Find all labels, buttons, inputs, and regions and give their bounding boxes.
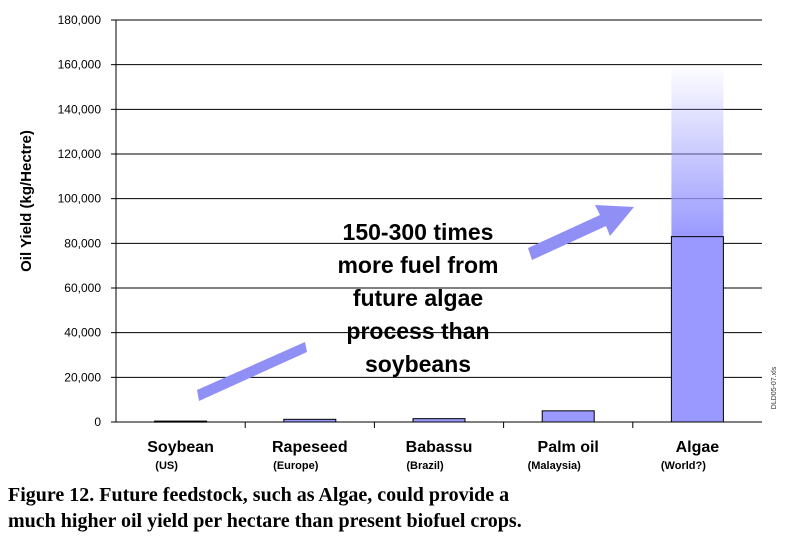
figure-caption: Figure 12. Future feedstock, such as Alg… bbox=[8, 482, 788, 534]
category-label: Babassu bbox=[406, 439, 473, 456]
caption-line-2: much higher oil yield per hectare than p… bbox=[8, 510, 522, 532]
y-tick-label: 0 bbox=[94, 415, 101, 429]
caption-line-1: Figure 12. Future feedstock, such as Alg… bbox=[8, 484, 510, 506]
bar-babassu bbox=[412, 418, 466, 423]
arrows bbox=[197, 205, 634, 401]
annotation-line: 150-300 times bbox=[343, 219, 494, 245]
y-tick-label: 120,000 bbox=[58, 147, 102, 161]
bar-chart: 0 20,000 40,000 60,000 80,000 100,000 120,000 1… bbox=[18, 13, 778, 472]
bar-palm-oil bbox=[541, 410, 595, 423]
annotation-arrow-lower bbox=[197, 342, 307, 401]
algae-projected-bar bbox=[671, 64, 724, 237]
y-tick-labels: 0 20,000 40,000 60,000 80,000 100,000 120,000 1… bbox=[58, 13, 116, 429]
annotation-text: 150-300 times more fuel from future algae p… bbox=[337, 219, 498, 377]
bars bbox=[154, 64, 724, 423]
y-tick-label: 20,000 bbox=[64, 370, 101, 384]
category-label: Rapeseed bbox=[272, 439, 348, 456]
category-label: Palm oil bbox=[538, 439, 599, 456]
y-tick-label: 40,000 bbox=[64, 326, 101, 340]
side-note: DLD05-07.xls bbox=[771, 366, 778, 409]
y-tick-label: 160,000 bbox=[58, 58, 102, 72]
annotation-line: future algae bbox=[353, 285, 483, 311]
category-label: Soybean bbox=[147, 439, 214, 456]
annotation-line: soybeans bbox=[365, 351, 471, 377]
y-tick-label: 80,000 bbox=[64, 236, 101, 250]
y-tick-label: 180,000 bbox=[58, 13, 102, 27]
y-tick-label: 60,000 bbox=[64, 281, 101, 295]
category-label: Algae bbox=[676, 439, 720, 456]
bar-algae bbox=[670, 236, 724, 423]
annotation-line: process than bbox=[346, 318, 489, 344]
y-tick-label: 140,000 bbox=[58, 102, 102, 116]
annotation-arrow-upper bbox=[528, 205, 634, 260]
y-axis-label: Oil Yield (kg/Hectre) bbox=[18, 130, 35, 272]
category-sublabel: (Europe) bbox=[273, 460, 319, 472]
y-tick-label: 100,000 bbox=[58, 192, 102, 206]
gridlines bbox=[116, 19, 762, 378]
category-sublabel: (US) bbox=[155, 460, 178, 472]
axes bbox=[115, 20, 762, 428]
category-sublabel: (Brazil) bbox=[406, 460, 444, 472]
category-sublabel: (Malaysia) bbox=[528, 460, 582, 472]
x-category-labels: Soybean (US) Rapeseed (Europe) Babassu (Brazi… bbox=[147, 439, 719, 472]
category-sublabel: (World?) bbox=[661, 460, 706, 472]
annotation-line: more fuel from bbox=[337, 252, 498, 278]
